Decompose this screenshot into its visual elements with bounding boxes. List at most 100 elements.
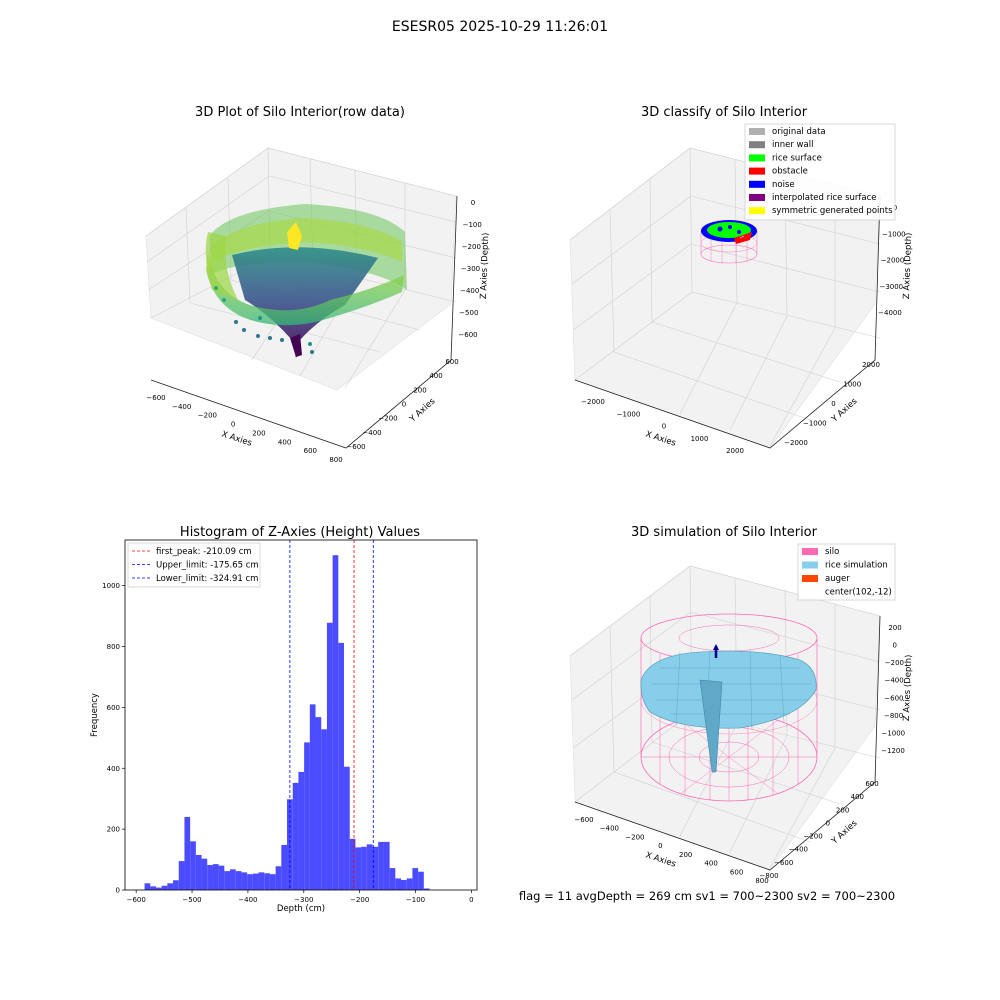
histogram-bar xyxy=(401,879,407,890)
x-tick-label: −300 xyxy=(294,896,313,904)
histogram-x-ticks: −600 −500 −400 −300 −200 −100 0 xyxy=(127,890,474,904)
histogram-bar xyxy=(241,872,248,890)
x-tick-label: 0 xyxy=(658,842,662,850)
panel-classify-3d: 3D classify of Silo Interior xyxy=(569,105,914,455)
panel-raw-3d-z-ticks: 0 −100 −200 −300 −400 −500 −600 xyxy=(458,199,481,339)
legend-label: Lower_limit: -324.91 cm xyxy=(156,574,258,584)
panel-simulation-3d-x-ticks: −600 −400 −200 0 200 400 600 800 xyxy=(574,816,768,885)
histogram-bar xyxy=(155,887,162,890)
y-tick-label: −200 xyxy=(378,415,397,423)
z-tick-label: −300 xyxy=(461,265,480,273)
panel-raw-3d-title: 3D Plot of Silo Interior(row data) xyxy=(195,105,405,120)
y-tick-label: 600 xyxy=(865,780,878,788)
z-tick-label: −100 xyxy=(463,221,482,229)
x-tick-label: 600 xyxy=(730,868,743,876)
y-tick-label: −2000 xyxy=(784,439,808,447)
y-tick-label: 400 xyxy=(851,793,864,801)
legend-label: original data xyxy=(772,127,826,137)
y-tick-label: 400 xyxy=(429,372,442,380)
panel-simulation-3d-ylabel: Y Axies xyxy=(829,818,860,847)
legend-swatch xyxy=(802,548,818,555)
z-tick-label: 0 xyxy=(471,199,475,207)
panel-classify-3d-cloud xyxy=(700,220,758,264)
legend-label: obstacle xyxy=(772,167,808,177)
legend-swatch xyxy=(749,128,765,135)
panel-classify-3d-y-ticks: 2000 1000 0 −1000 −2000 xyxy=(784,361,880,447)
x-tick-label: −400 xyxy=(238,896,257,904)
legend-label: auger xyxy=(825,574,850,584)
histogram-bar xyxy=(207,865,213,890)
histogram-bar xyxy=(304,742,310,890)
z-tick-label: −1000 xyxy=(881,729,905,737)
x-tick-label: 400 xyxy=(704,860,717,868)
histogram-bar xyxy=(326,622,333,890)
y-tick-label: −600 xyxy=(774,859,793,867)
legend-label: rice simulation xyxy=(825,561,888,571)
panel-classify-3d-panes xyxy=(569,147,881,449)
z-tick-label: −400 xyxy=(460,287,479,295)
legend-label: symmetric generated points xyxy=(772,206,893,216)
histogram-bar xyxy=(281,844,288,890)
x-tick-label: −400 xyxy=(600,825,619,833)
legend-swatch xyxy=(749,154,765,162)
y-tick-label: 0 xyxy=(116,887,120,895)
x-tick-label: −1000 xyxy=(617,410,641,418)
histogram-bar xyxy=(230,869,236,890)
histogram-bar xyxy=(247,874,253,890)
histogram-bar xyxy=(383,841,390,890)
panel-classify-3d-x-ticks: −2000 −1000 0 1000 2000 xyxy=(581,398,744,455)
histogram-bars xyxy=(144,555,430,890)
z-tick-label: −200 xyxy=(885,659,904,667)
panel-raw-3d-axis-lines xyxy=(150,195,458,449)
panel-classify-3d-title: 3D classify of Silo Interior xyxy=(641,105,808,120)
z-tick-label: −500 xyxy=(459,309,478,317)
histogram-xlabel: Depth (cm) xyxy=(277,904,325,914)
panel-simulation-3d: 3D simulation of Silo Interior xyxy=(569,525,914,885)
y-tick-label: 1000 xyxy=(102,582,120,590)
histogram-bar xyxy=(150,886,156,890)
histogram-bar xyxy=(361,846,367,890)
histogram-bar xyxy=(372,846,379,890)
z-tick-label: 200 xyxy=(888,624,901,632)
y-tick-label: 200 xyxy=(836,806,849,814)
z-tick-label: −200 xyxy=(462,243,481,251)
histogram-bar xyxy=(264,873,270,890)
histogram-bar xyxy=(275,866,282,890)
legend-swatch xyxy=(802,575,818,582)
panel-histogram: Histogram of Z-Axies (Height) Values −60… xyxy=(90,525,478,914)
histogram-bar xyxy=(418,871,424,890)
histogram-bar xyxy=(366,844,373,890)
legend-swatch xyxy=(749,180,765,188)
x-tick-label: −200 xyxy=(625,833,644,841)
legend-swatch xyxy=(802,561,818,569)
x-tick-label: 2000 xyxy=(726,447,744,455)
panel-classify-3d-legend: original data inner wall rice surface obsta… xyxy=(744,123,896,221)
histogram-bar xyxy=(287,799,293,890)
x-tick-label: −600 xyxy=(127,896,146,904)
legend-swatch xyxy=(749,167,765,175)
histogram-bar xyxy=(173,880,179,890)
histogram-legend: first_peak: -210.09 cm Upper_limit: -175.… xyxy=(127,542,261,588)
panel-simulation-3d-silo xyxy=(640,613,818,802)
histogram-bar xyxy=(412,868,419,890)
panel-simulation-3d-title: 3D simulation of Silo Interior xyxy=(631,525,818,540)
y-tick-label: 200 xyxy=(107,826,120,834)
histogram-bar xyxy=(184,816,191,890)
panel-raw-3d-zlabel: Z Axies (Depth) xyxy=(479,232,491,299)
z-tick-label: −600 xyxy=(884,694,903,702)
legend-label: interpolated rice surface xyxy=(772,193,877,203)
y-tick-label: 600 xyxy=(107,704,120,712)
histogram-bar xyxy=(338,642,345,890)
z-tick-label: −4000 xyxy=(878,309,902,317)
histogram-bar xyxy=(395,878,402,890)
histogram-bar xyxy=(258,872,265,890)
histogram-bar xyxy=(378,841,384,890)
y-tick-label: 800 xyxy=(107,643,120,651)
panel-classify-3d-z-ticks: 0−1000−2000−3000−4000 xyxy=(878,204,905,317)
histogram-bar xyxy=(190,841,196,890)
x-tick-label: −600 xyxy=(574,816,593,824)
panel-classify-3d-axis-lines xyxy=(574,195,881,449)
legend-label: Upper_limit: -175.65 cm xyxy=(156,561,259,571)
